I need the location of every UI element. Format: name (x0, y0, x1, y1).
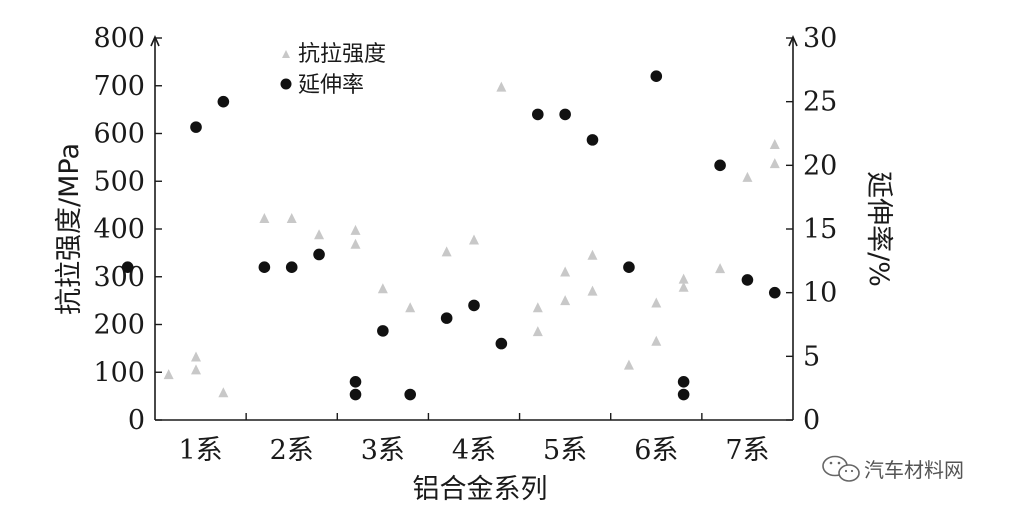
x-tick-label: 2系 (270, 435, 314, 466)
elongation-point (190, 121, 202, 133)
legend-marker-strength (282, 50, 290, 58)
x-tick-label: 7系 (725, 435, 769, 466)
y-right-tick-label: 0 (803, 405, 820, 436)
strength-point (469, 234, 479, 245)
elongation-point (677, 388, 690, 401)
elongation-point (623, 261, 635, 274)
elongation-point (258, 261, 271, 274)
left-ticks: 0 100 200 300 400 500 600 700 800 (93, 23, 162, 436)
elongation-point (377, 325, 389, 337)
elongation-point (768, 286, 781, 299)
x-tick-label: 5系 (543, 435, 587, 466)
strength-point (532, 326, 543, 337)
elongation-point (349, 376, 362, 388)
strength-point (350, 224, 361, 235)
elongation-point (532, 108, 544, 121)
elongation-point (741, 274, 754, 286)
strength-point (715, 263, 726, 274)
elongation-point (714, 159, 726, 172)
strength-point (532, 302, 543, 313)
y-right-tick-label: 20 (803, 150, 837, 181)
elongation-point (349, 388, 362, 401)
strength-point (742, 171, 753, 182)
y-left-tick-label: 0 (128, 405, 145, 436)
elongation-point (586, 134, 599, 146)
axes (150, 35, 798, 421)
x-tick-label: 3系 (361, 435, 405, 466)
strength-point (678, 273, 689, 284)
elongation-point (404, 388, 417, 401)
elongation-point (121, 261, 134, 274)
strength-point (651, 297, 662, 308)
elongation-point (559, 108, 571, 121)
y-right-tick-label: 10 (803, 278, 837, 309)
elongation-point (313, 248, 325, 261)
y-axis-right-title: 延伸率/% (863, 171, 894, 287)
watermark: 汽车材料网 (822, 455, 964, 482)
strength-point (587, 285, 598, 296)
strength-point (587, 249, 598, 260)
strength-point (769, 138, 780, 149)
strength-point (350, 238, 361, 249)
y-axis-left-arrow (150, 35, 160, 47)
elongation-point (217, 95, 230, 108)
y-left-tick-label: 700 (93, 71, 145, 102)
strength-point (623, 359, 634, 370)
strength-point (163, 369, 174, 380)
elongation-point (495, 337, 508, 350)
y-right-tick-label: 30 (803, 23, 837, 54)
y-left-tick-label: 600 (93, 119, 145, 150)
elongation-point (468, 299, 480, 312)
elongation-point (285, 261, 298, 274)
wechat-icon (822, 455, 860, 482)
strength-point (286, 212, 297, 223)
x-axis-title: 铝合金系列 (413, 474, 548, 505)
strength-point (191, 351, 202, 362)
elongation-point (650, 70, 663, 82)
right-ticks: 0 5 10 15 20 25 30 (786, 23, 837, 436)
elongation-point (677, 376, 690, 388)
legend-marker-elongation (280, 78, 292, 90)
watermark-text: 汽车材料网 (864, 458, 964, 482)
strength-point (560, 295, 571, 306)
data-points (121, 70, 781, 401)
y-left-tick-label: 400 (93, 214, 145, 245)
elongation-point (440, 312, 453, 324)
x-tick-label: 4系 (452, 435, 496, 466)
y-left-tick-label: 500 (93, 166, 145, 197)
strength-point (678, 281, 689, 292)
strength-point (441, 246, 452, 257)
x-tick-label: 6系 (634, 435, 678, 466)
x-ticks: 1系 2系 3系 4系 5系 6系 7系 (178, 413, 770, 466)
strength-point (769, 158, 780, 169)
strength-point (314, 229, 325, 240)
y-left-tick-label: 800 (93, 23, 145, 54)
y-right-tick-label: 5 (803, 341, 820, 372)
strength-point (377, 283, 388, 294)
y-axis-left-title: 抗拉强度/MPa (54, 143, 85, 315)
y-left-tick-label: 300 (93, 262, 145, 293)
y-axis-right-arrow (788, 35, 798, 47)
strength-point (560, 266, 571, 277)
x-tick-label: 1系 (178, 435, 222, 466)
strength-point (218, 387, 229, 398)
strength-point (496, 81, 507, 92)
strength-point (259, 212, 270, 223)
y-left-tick-label: 100 (93, 357, 145, 388)
strength-point (405, 302, 416, 313)
y-left-tick-label: 200 (93, 310, 145, 341)
strength-point (191, 364, 202, 375)
y-right-tick-label: 25 (803, 87, 837, 118)
legend-label-strength: 抗拉强度 (298, 42, 386, 67)
strength-point (651, 335, 662, 346)
legend-label-elongation: 延伸率 (298, 73, 364, 98)
y-right-tick-label: 15 (803, 214, 837, 245)
legend: 抗拉强度 延伸率 (280, 42, 386, 98)
